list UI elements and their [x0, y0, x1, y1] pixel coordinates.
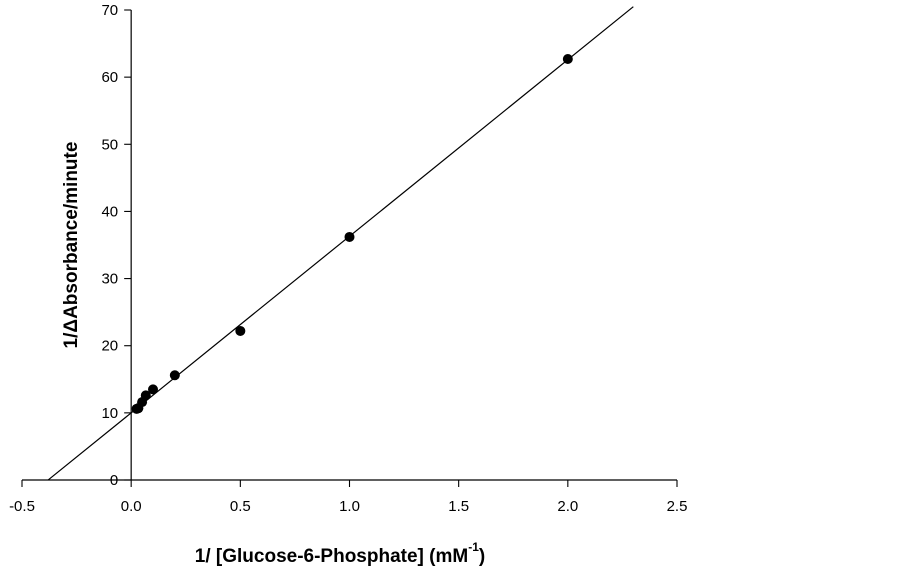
data-point [148, 384, 158, 395]
data-points [131, 54, 573, 414]
x-tick-label: 2.5 [667, 498, 688, 515]
x-tick-label: -0.5 [9, 498, 35, 515]
data-point [562, 54, 573, 65]
x-tick-label: 0.0 [121, 498, 142, 515]
y-tick-label: 40 [101, 203, 118, 220]
data-point [344, 231, 355, 242]
ticks: -0.5 0.0 0.5 1.0 1.5 2.0 2.5 0 10 20 30 40 50 60 70 [9, 2, 687, 515]
x-axis-title-superscript: -1 [468, 540, 479, 554]
y-tick-label: 50 [101, 136, 118, 153]
x-tick-label: 0.5 [230, 498, 251, 515]
y-tick-label: 10 [101, 405, 118, 422]
y-tick-label: 60 [101, 69, 118, 86]
x-tick-label: 2.0 [557, 498, 578, 515]
y-axis-title: 1/ΔAbsorbance/minute [61, 142, 82, 349]
data-point [169, 370, 180, 381]
axes [22, 10, 677, 481]
y-tick-label: 20 [101, 338, 118, 355]
x-axis-title: 1/ [Glucose-6-Phosphate] (mM-1) [195, 540, 485, 567]
x-axis-title-main: 1/ [Glucose-6-Phosphate] (mM [195, 546, 468, 567]
data-point [140, 390, 151, 401]
x-axis-title-close: ) [479, 546, 485, 567]
y-tick-label: 0 [110, 472, 118, 489]
y-tick-label: 30 [101, 271, 118, 288]
y-tick-label: 70 [101, 2, 118, 19]
x-tick-label: 1.5 [448, 498, 469, 515]
data-point [235, 325, 246, 336]
x-tick-label: 1.0 [339, 498, 360, 515]
